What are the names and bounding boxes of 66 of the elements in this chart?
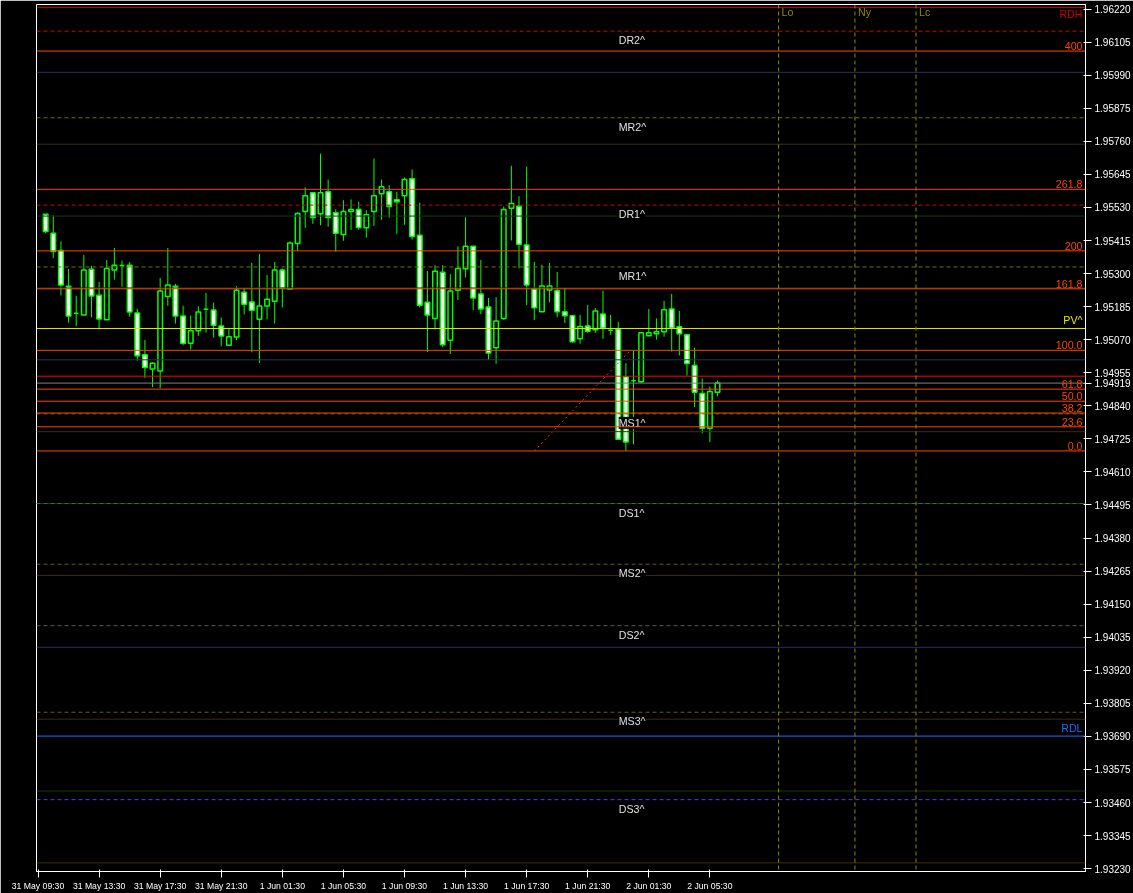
y-tick-label: 1.94380 (1094, 533, 1132, 545)
ref-line-label: MS2^ (618, 567, 646, 580)
y-tick-label: 1.94265 (1094, 566, 1132, 578)
x-tick-label: 1 Jun 21:30 (565, 880, 611, 891)
ref-line-label: Lo (781, 5, 794, 18)
ref-line-label: Lc (919, 5, 931, 18)
y-tick-label: 1.96220 (1094, 4, 1132, 16)
y-tick-label: 1.94725 (1094, 433, 1132, 445)
y-tick-label: 1.95185 (1094, 301, 1132, 313)
y-tick-label: 1.95300 (1094, 268, 1132, 280)
y-tick-label: 1.94495 (1094, 499, 1132, 511)
ref-line-label: RDH (1059, 8, 1083, 21)
x-tick-label: 1 Jun 05:30 (320, 880, 367, 891)
x-tick-label: 1 Jun 01:30 (259, 880, 306, 891)
y-tick-label: 1.93920 (1094, 665, 1132, 677)
x-tick-label: 31 May 13:30 (72, 880, 126, 891)
x-tick-label: 2 Jun 01:30 (626, 880, 672, 891)
y-tick-label: 1.94840 (1094, 400, 1132, 412)
ref-line-label: DR2^ (618, 34, 646, 47)
ref-line-label: PV^ (1063, 314, 1083, 327)
annotation: 161.8 (1055, 277, 1083, 290)
x-tick-label: 1 Jun 09:30 (381, 880, 428, 891)
x-tick-label: 1 Jun 17:30 (504, 880, 550, 891)
annotation: 100.0 (1055, 339, 1083, 352)
ref-line-label: MR2^ (618, 120, 647, 133)
y-tick-label: 1.94150 (1094, 599, 1132, 611)
y-tick-label: 1.94919 (1094, 378, 1132, 390)
y-tick-label: 1.95415 (1094, 235, 1132, 247)
y-tick-label: 1.96105 (1094, 37, 1132, 49)
y-tick-label: 1.93345 (1094, 830, 1132, 842)
annotation: 50.0 (1061, 390, 1083, 403)
ref-line-label: MS1^ (618, 416, 646, 429)
y-tick-label: 1.95875 (1094, 103, 1132, 115)
annotation: 38.2 (1061, 401, 1083, 414)
annotation: 23.6 (1061, 415, 1083, 428)
annotation: 61.8 (1061, 378, 1083, 391)
x-tick-label: 1 Jun 13:30 (442, 880, 489, 891)
x-tick-label: 31 May 21:30 (195, 880, 248, 891)
y-tick-label: 1.93460 (1094, 797, 1132, 809)
y-tick-label: 1.95070 (1094, 334, 1132, 346)
ref-line-label: DS3^ (618, 802, 645, 815)
ref-line-label: MS3^ (618, 715, 646, 728)
y-tick-label: 1.93230 (1094, 863, 1132, 875)
ref-line-label: DS2^ (618, 628, 645, 641)
annotation: 261.8 (1055, 178, 1083, 191)
y-tick-label: 1.95990 (1094, 70, 1132, 82)
ref-line-label: DR1^ (618, 208, 646, 221)
y-tick-label: 1.95530 (1094, 202, 1132, 214)
ref-line-label: Ny (857, 5, 872, 18)
y-tick-label: 1.95645 (1094, 169, 1132, 181)
y-tick-label: 1.93805 (1094, 698, 1132, 710)
annotation: 200 (1064, 239, 1083, 252)
x-tick-label: 2 Jun 05:30 (687, 880, 733, 891)
y-tick-label: 1.95760 (1094, 136, 1132, 148)
x-tick-label: 31 May 17:30 (133, 880, 187, 891)
annotation: 0.0 (1067, 439, 1083, 452)
y-tick-label: 1.93575 (1094, 764, 1132, 776)
ref-line-label: DS1^ (618, 506, 645, 519)
y-tick-label: 1.93690 (1094, 731, 1132, 743)
y-tick-label: 1.94610 (1094, 466, 1132, 478)
y-tick-label: 1.94035 (1094, 632, 1132, 644)
y-tick-label: 1.94955 (1094, 367, 1132, 379)
ref-line-label: MR1^ (618, 269, 647, 282)
annotation: 400 (1064, 40, 1083, 53)
ref-line-label: RDL (1061, 722, 1083, 735)
x-tick-label: 31 May 09:30 (11, 880, 65, 891)
